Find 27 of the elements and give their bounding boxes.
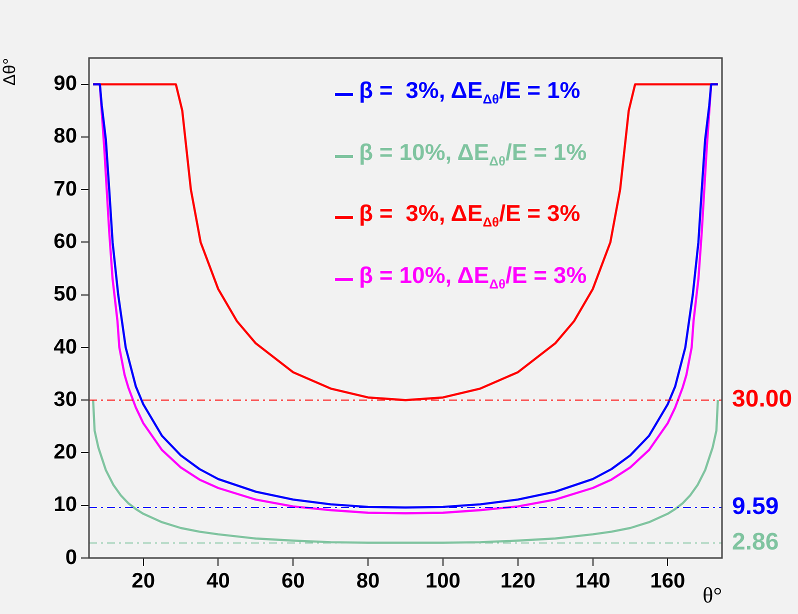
x-tick-label: 80 bbox=[356, 569, 380, 592]
legend-label: β = 10%, ΔE$_{Δθ}$/E = 1% bbox=[359, 138, 587, 170]
y-tick-label: 10 bbox=[54, 493, 77, 516]
y-tick-label: 20 bbox=[54, 440, 77, 464]
y-tick-label: 60 bbox=[54, 230, 77, 254]
y-tick-label: 90 bbox=[54, 72, 77, 96]
x-tick-label: 100 bbox=[425, 569, 460, 592]
ref-line-label: 9.59 bbox=[732, 493, 779, 520]
x-tick-label: 120 bbox=[500, 569, 536, 592]
y-tick-label: 30 bbox=[54, 388, 77, 411]
legend-label: β = 3%, ΔE$_{Δθ}$/E = 3% bbox=[359, 199, 580, 232]
y-axis-title: Δθ° bbox=[0, 58, 19, 86]
x-tick-label: 160 bbox=[650, 569, 686, 592]
legend-label: β = 3%, ΔE$_{Δθ}$/E = 1% bbox=[359, 76, 580, 109]
y-tick-label: 0 bbox=[65, 546, 77, 569]
legend-label: β = 10%, ΔE$_{Δθ}$/E = 3% bbox=[359, 260, 587, 294]
x-tick-label: 140 bbox=[575, 569, 610, 592]
x-tick-label: 40 bbox=[206, 569, 230, 592]
y-tick-label: 70 bbox=[54, 177, 77, 200]
ref-line-label: 2.86 bbox=[732, 528, 779, 556]
ref-line-label: 30.00 bbox=[732, 386, 792, 413]
x-tick-label: 60 bbox=[281, 569, 305, 592]
x-tick-label: 20 bbox=[132, 569, 155, 592]
y-tick-label: 50 bbox=[54, 282, 77, 306]
y-tick-label: 80 bbox=[54, 124, 77, 148]
x-axis-title: θ° bbox=[702, 582, 722, 608]
y-tick-label: 40 bbox=[54, 335, 77, 358]
